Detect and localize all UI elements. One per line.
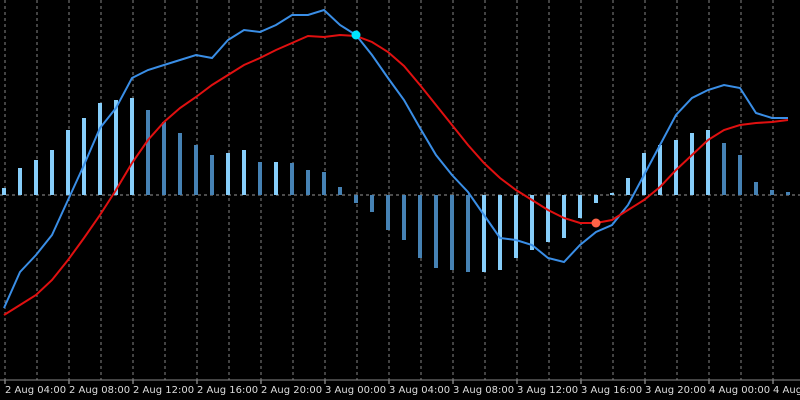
line-series bbox=[3, 8, 788, 309]
histogram-bar bbox=[130, 98, 134, 195]
histogram-bar bbox=[578, 195, 582, 218]
histogram-bar bbox=[194, 145, 198, 195]
histogram-bar bbox=[690, 133, 694, 195]
histogram-bar bbox=[338, 187, 342, 195]
histogram-bar bbox=[418, 195, 422, 258]
x-tick-label: 3 Aug 00:00 bbox=[325, 385, 386, 396]
x-tick-label: 3 Aug 04:00 bbox=[389, 385, 450, 396]
histogram-bar bbox=[370, 195, 374, 212]
histogram-bar bbox=[530, 195, 534, 250]
x-tick-label: 3 Aug 20:00 bbox=[645, 385, 706, 396]
histogram-bar bbox=[98, 103, 102, 195]
histogram-bar bbox=[290, 163, 294, 195]
histogram-bar bbox=[722, 143, 726, 195]
histogram-bar bbox=[82, 118, 86, 195]
histogram-bar bbox=[770, 190, 774, 195]
histogram-bar bbox=[498, 195, 502, 270]
histogram-bar bbox=[146, 110, 150, 195]
cross-marker bbox=[351, 30, 361, 40]
histogram-bar bbox=[754, 182, 758, 195]
histogram-bar bbox=[50, 150, 54, 195]
histogram-bar bbox=[2, 188, 6, 195]
x-tick-label: 4 Aug 00:00 bbox=[709, 385, 770, 396]
x-tick-label: 3 Aug 08:00 bbox=[453, 385, 514, 396]
x-tick-label: 2 Aug 08:00 bbox=[69, 385, 130, 396]
histogram-bar bbox=[626, 178, 630, 195]
x-tick-label: 2 Aug 12:00 bbox=[133, 385, 194, 396]
histogram-bar bbox=[178, 133, 182, 195]
line-series bbox=[3, 33, 789, 316]
histogram-bar bbox=[66, 130, 70, 195]
histogram-bar bbox=[514, 195, 518, 258]
histogram-bar bbox=[18, 168, 22, 195]
histogram-bar bbox=[786, 192, 790, 195]
histogram-bar bbox=[258, 162, 262, 195]
histogram-bar bbox=[546, 195, 550, 242]
x-tick-label: 2 Aug 04:00 bbox=[5, 385, 66, 396]
histogram-bar bbox=[386, 195, 390, 230]
histogram-bar bbox=[34, 160, 38, 195]
histogram-bar bbox=[450, 195, 454, 270]
histogram-bar bbox=[162, 122, 166, 195]
x-tick-label: 2 Aug 16:00 bbox=[197, 385, 258, 396]
histogram-bar bbox=[306, 170, 310, 195]
histogram-bar bbox=[466, 195, 470, 272]
x-tick-label: 3 Aug 12:00 bbox=[517, 385, 578, 396]
histogram-bar bbox=[402, 195, 406, 240]
histogram-bar bbox=[242, 150, 246, 195]
histogram-bar bbox=[354, 195, 358, 203]
histogram-bar bbox=[210, 155, 214, 195]
histogram-bar bbox=[562, 195, 566, 238]
histogram-bar bbox=[322, 172, 326, 195]
histogram-bar bbox=[706, 130, 710, 195]
histogram-bar bbox=[274, 162, 278, 195]
histogram-bar bbox=[658, 145, 662, 195]
histogram-bar bbox=[434, 195, 438, 268]
histogram-bar bbox=[674, 140, 678, 195]
x-tick-label: 3 Aug 16:00 bbox=[581, 385, 642, 396]
x-tick-label: 2 Aug 20:00 bbox=[261, 385, 322, 396]
histogram-bar bbox=[114, 100, 118, 195]
cross-marker bbox=[591, 218, 601, 228]
histogram-bar bbox=[226, 153, 230, 195]
histogram-bar bbox=[594, 195, 598, 203]
histogram-bar bbox=[482, 195, 486, 272]
histogram-bar bbox=[738, 155, 742, 195]
x-tick-label: 4 Aug 04:00 bbox=[773, 385, 800, 396]
histogram-bar bbox=[610, 193, 614, 195]
